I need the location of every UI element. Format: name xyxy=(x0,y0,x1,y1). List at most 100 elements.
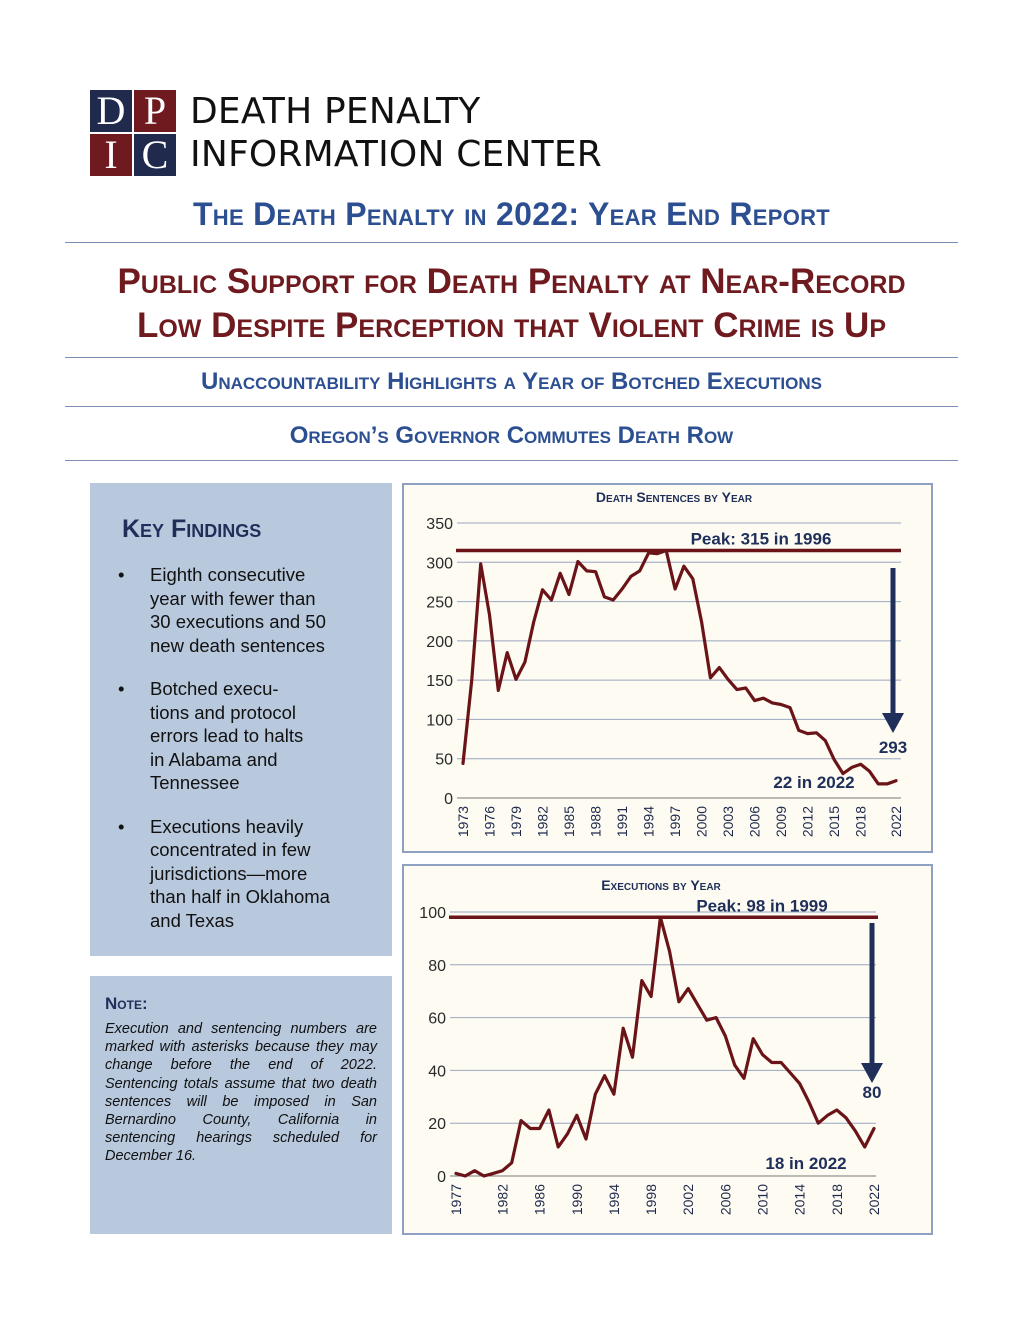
finding-item: • Botched execu- tions and protocol erro… xyxy=(118,677,380,795)
x-tick-label: 1988 xyxy=(588,806,604,837)
x-tick-label: 1982 xyxy=(494,1184,510,1215)
y-tick-label: 150 xyxy=(426,673,453,690)
report-title: The Death Penalty in 2022: Year End Repo… xyxy=(192,196,831,232)
finding-line: tions and protocol xyxy=(150,701,297,723)
x-tick-label: 1977 xyxy=(448,1184,464,1215)
executions-plot: Executions by Year 0 20 40 60 80 100 1977 1982 19… xyxy=(419,877,883,1215)
y-tick-label: 60 xyxy=(428,1011,446,1028)
chart-title: Executions by Year xyxy=(601,877,721,893)
x-tick-label: 2022 xyxy=(866,1184,882,1215)
logo-line-2: INFORMATION CENTER xyxy=(190,134,602,175)
y-tick-label: 80 xyxy=(428,958,446,975)
finding-line: Executions heavily xyxy=(150,815,304,837)
decline-arrow-head xyxy=(861,1063,883,1083)
note-text: Execution and sentencing numbers are mar… xyxy=(105,1021,377,1165)
logo-letter-p: P xyxy=(134,90,176,132)
x-tick-label: 2018 xyxy=(829,1184,845,1215)
y-tick-label: 0 xyxy=(437,1169,446,1186)
dpic-logo: D P I C DEATH PENALTY INFORMATION CENTER xyxy=(90,90,602,176)
x-tick-label: 2006 xyxy=(717,1184,733,1215)
logo-mark: D P I C xyxy=(90,90,176,176)
x-tick-label: 2018 xyxy=(853,806,869,837)
x-tick-label: 1991 xyxy=(614,806,630,837)
y-tick-label: 40 xyxy=(428,1063,446,1080)
note-title: Note: xyxy=(105,994,148,1013)
key-findings-title: Key Findings xyxy=(122,515,262,543)
x-tick-label: 2014 xyxy=(792,1184,808,1215)
x-tick-label: 2006 xyxy=(747,806,763,837)
y-tick-label: 20 xyxy=(428,1116,446,1133)
x-tick-label: 1976 xyxy=(482,806,498,837)
x-tick-label: 2022 xyxy=(888,806,904,837)
logo-letter-c: C xyxy=(134,134,176,176)
y-tick-label: 200 xyxy=(426,634,453,651)
x-tick-label: 2000 xyxy=(694,806,710,837)
bullet-icon: • xyxy=(118,678,125,699)
y-tick-label: 300 xyxy=(426,555,453,572)
divider xyxy=(65,357,958,358)
drop-amount-label: 293 xyxy=(879,738,907,757)
x-tick-label: 1997 xyxy=(667,806,683,837)
finding-line: errors lead to halts xyxy=(150,725,304,746)
peak-label: Peak: 98 in 1999 xyxy=(696,896,827,915)
y-tick-label: 250 xyxy=(426,595,453,612)
x-tick-label: 1994 xyxy=(606,1184,622,1215)
x-tick-label: 2015 xyxy=(826,806,842,837)
x-tick-label: 1979 xyxy=(508,806,524,837)
finding-line: Eighth consecutive xyxy=(150,564,306,585)
executions-chart: Executions by Year 0 20 40 60 80 100 1977 1982 19… xyxy=(402,864,933,1235)
x-tick-label: 2002 xyxy=(680,1184,696,1215)
key-findings-list: • Eighth consecutive year with fewer tha… xyxy=(118,563,380,952)
data-series-line xyxy=(461,548,898,786)
peak-label: Peak: 315 in 1996 xyxy=(691,530,832,549)
decline-arrow-head xyxy=(882,713,904,733)
logo-letter-d: D xyxy=(90,90,132,132)
bullet-icon: • xyxy=(118,564,125,585)
finding-line: concentrated in few xyxy=(150,839,311,860)
data-series-line xyxy=(454,915,876,1178)
finding-line: jurisdictions—more xyxy=(150,862,308,884)
x-tick-label: 2010 xyxy=(755,1184,771,1215)
divider xyxy=(65,406,958,407)
divider xyxy=(65,242,958,243)
finding-item: • Executions heavily concentrated in few… xyxy=(118,815,380,933)
key-findings-panel: Key Findings • Eighth consecutive year w… xyxy=(90,483,392,956)
finding-line: and Texas xyxy=(150,909,234,931)
headline-line-2: Low Despite Perception that Violent Crim… xyxy=(136,306,887,345)
death-sentences-plot: Death Sentences by Year 0 50 100 150 200 250 30… xyxy=(426,489,907,837)
x-tick-label: 1973 xyxy=(455,806,471,837)
finding-line: than half in Oklahoma xyxy=(150,886,330,907)
x-tick-label: 2012 xyxy=(800,806,816,837)
y-tick-label: 100 xyxy=(419,905,446,922)
logo-letter-i: I xyxy=(90,134,132,176)
finding-line: Tennessee xyxy=(150,772,240,793)
x-tick-label: 1998 xyxy=(643,1184,659,1215)
drop-amount-label: 80 xyxy=(863,1083,882,1102)
chart-title: Death Sentences by Year xyxy=(596,489,753,505)
finding-line: in Alabama and xyxy=(150,748,278,770)
x-tick-label: 1986 xyxy=(532,1184,548,1215)
headline: Public Support for Death Penalty at Near… xyxy=(65,260,958,348)
divider xyxy=(65,460,958,461)
subhead-botched-executions: Unaccountability Highlights a Year of Bo… xyxy=(201,368,822,395)
logo-wordmark: DEATH PENALTY INFORMATION CENTER xyxy=(190,90,602,176)
finding-line: year with fewer than xyxy=(150,587,316,609)
bullet-icon: • xyxy=(118,815,125,837)
finding-item: • Eighth consecutive year with fewer tha… xyxy=(118,563,380,657)
y-tick-label: 50 xyxy=(435,752,453,769)
x-tick-label: 1994 xyxy=(641,806,657,837)
x-tick-label: 1990 xyxy=(569,1184,585,1215)
finding-line: Botched execu- xyxy=(150,678,279,699)
death-sentences-chart: Death Sentences by Year 0 50 100 150 200 250 30… xyxy=(402,483,933,853)
note-panel: Note: Execution and sentencing numbers a… xyxy=(90,976,392,1234)
y-tick-label: 0 xyxy=(444,791,453,808)
subhead-oregon: Oregon’s Governor Commutes Death Row xyxy=(289,422,734,449)
y-tick-label: 100 xyxy=(426,712,453,729)
finding-line: new death sentences xyxy=(150,634,325,656)
x-tick-label: 2003 xyxy=(720,806,736,837)
finding-line: 30 executions and 50 xyxy=(150,611,326,632)
headline-line-1: Public Support for Death Penalty at Near… xyxy=(117,262,906,301)
logo-line-1: DEATH PENALTY xyxy=(190,91,481,132)
end-value-label: 18 in 2022 xyxy=(765,1154,846,1173)
end-value-label: 22 in 2022 xyxy=(773,773,854,792)
